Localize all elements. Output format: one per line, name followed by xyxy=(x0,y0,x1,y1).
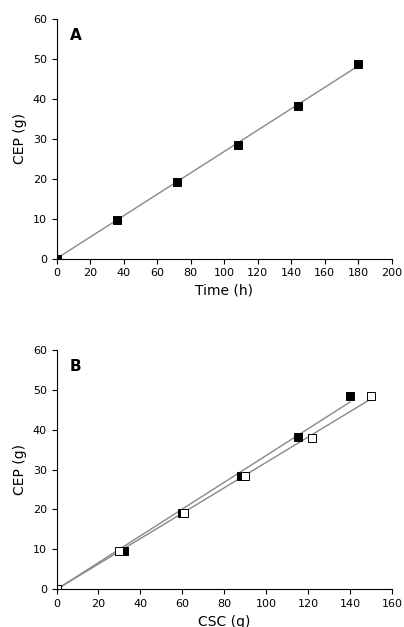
Text: A: A xyxy=(70,28,82,43)
X-axis label: Time (h): Time (h) xyxy=(195,284,253,298)
Y-axis label: CEP (g): CEP (g) xyxy=(13,113,27,164)
X-axis label: CSC (g): CSC (g) xyxy=(198,614,250,627)
Text: B: B xyxy=(70,359,82,374)
Y-axis label: CEP (g): CEP (g) xyxy=(13,444,27,495)
